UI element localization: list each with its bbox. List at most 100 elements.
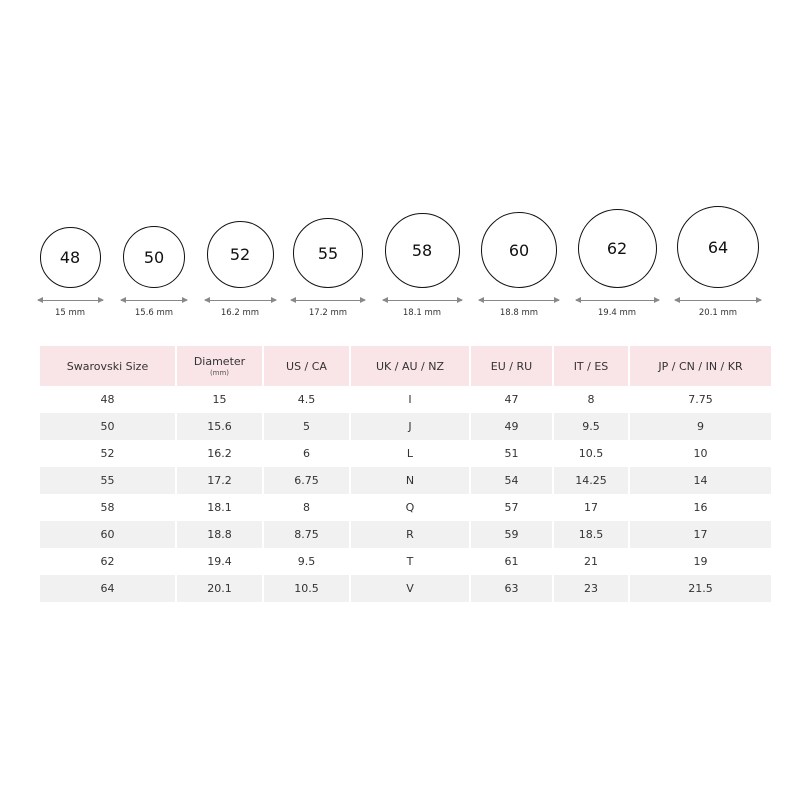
table-cell: 8 bbox=[303, 501, 310, 514]
ring-size-label: 64 bbox=[707, 237, 729, 257]
diameter-arrow-icon bbox=[120, 297, 188, 303]
table-row: 48 15 4.5 I 47 8 7.75 bbox=[40, 386, 771, 413]
table-row: 58 18.1 8 Q 57 17 16 bbox=[40, 494, 771, 521]
table-cell: 58 bbox=[100, 501, 115, 514]
ring-diameter-label: 18.1 mm bbox=[402, 308, 442, 318]
ring-size-label: 52 bbox=[229, 245, 251, 264]
column-header: Diameter (mm) bbox=[177, 346, 262, 386]
ring-circle: 52 bbox=[206, 221, 274, 288]
table-cell: Q bbox=[405, 501, 415, 514]
table-cell: 62 bbox=[100, 555, 115, 568]
ring-diameter-label: 20.1 mm bbox=[698, 308, 738, 318]
column-header-label: Diameter bbox=[193, 355, 246, 368]
diameter-arrow-icon bbox=[478, 297, 560, 303]
table-cell: T bbox=[406, 555, 414, 568]
table-cell: 59 bbox=[471, 521, 552, 548]
table-cell: 55 bbox=[40, 467, 175, 494]
table-row: 52 16.2 6 L 51 10.5 10 bbox=[40, 440, 771, 467]
table-cell: J bbox=[351, 413, 469, 440]
table-cell: 63 bbox=[471, 575, 552, 602]
ring-circle: 48 bbox=[39, 227, 101, 288]
table-cell: 9.5 bbox=[554, 413, 628, 440]
table-cell: 4.5 bbox=[297, 393, 316, 406]
table-row: 62 19.4 9.5 T 61 21 19 bbox=[40, 548, 771, 575]
table-cell: 6 bbox=[303, 447, 310, 460]
table-cell: 54 bbox=[471, 467, 552, 494]
table-cell: 14 bbox=[630, 467, 771, 494]
ring-size-label: 62 bbox=[606, 239, 628, 258]
table-cell: 8.75 bbox=[264, 521, 349, 548]
column-header-unit: (mm) bbox=[209, 369, 230, 377]
ring-diameter-label: 16.2 mm bbox=[220, 308, 260, 318]
ring-size-label: 48 bbox=[59, 248, 81, 267]
diameter-arrow-icon bbox=[674, 297, 762, 303]
table-cell: 17.2 bbox=[177, 467, 262, 494]
table-cell: 9 bbox=[630, 413, 771, 440]
column-header-label: JP / CN / IN / KR bbox=[658, 359, 743, 373]
diameter-arrow-icon bbox=[574, 297, 660, 303]
table-cell: 20.1 bbox=[177, 575, 262, 602]
table-cell: 18.8 bbox=[177, 521, 262, 548]
table-row: 64 20.1 10.5 V 63 23 21.5 bbox=[40, 575, 771, 602]
ring-circle: 60 bbox=[481, 212, 557, 288]
table-cell: 48 bbox=[100, 393, 115, 406]
table-cell: 5 bbox=[264, 413, 349, 440]
column-header-label: US / CA bbox=[286, 359, 327, 373]
table-cell: 15.6 bbox=[177, 413, 262, 440]
ring-circle: 64 bbox=[677, 206, 759, 288]
ring-size-label: 60 bbox=[508, 240, 530, 260]
diameter-arrow-icon bbox=[381, 297, 463, 303]
table-cell: 6.75 bbox=[264, 467, 349, 494]
ring-size-label: 50 bbox=[143, 247, 165, 267]
column-header: US / CA bbox=[264, 346, 349, 386]
table-row: 60 18.8 8.75 R 59 18.5 17 bbox=[40, 521, 771, 548]
column-header: UK / AU / NZ bbox=[351, 346, 469, 386]
ring-diameter-label: 15 mm bbox=[54, 308, 86, 318]
ring-circle: 50 bbox=[123, 226, 185, 288]
table-row: 50 15.6 5 J 49 9.5 9 bbox=[40, 413, 771, 440]
diameter-arrow-icon bbox=[36, 297, 104, 303]
table-row: 55 17.2 6.75 N 54 14.25 14 bbox=[40, 467, 771, 494]
table-cell: 18.1 bbox=[207, 501, 232, 514]
table-cell: 51 bbox=[504, 447, 519, 460]
column-header: EU / RU bbox=[471, 346, 552, 386]
ring-circle: 55 bbox=[293, 218, 363, 288]
table-cell: 9.5 bbox=[297, 555, 316, 568]
table-cell: 52 bbox=[100, 447, 115, 460]
table-cell: 14.25 bbox=[554, 467, 628, 494]
table-cell: 57 bbox=[504, 501, 519, 514]
table-cell: 17 bbox=[630, 521, 771, 548]
table-cell: N bbox=[351, 467, 469, 494]
table-cell: 60 bbox=[40, 521, 175, 548]
table-cell: 17 bbox=[584, 501, 598, 514]
column-header-label: Swarovski Size bbox=[66, 359, 149, 373]
ring-diameter-label: 18.8 mm bbox=[499, 308, 539, 318]
table-cell: 47 bbox=[504, 393, 519, 406]
column-header-label: IT / ES bbox=[573, 359, 609, 373]
table-cell: 16 bbox=[693, 501, 708, 514]
ring-diameter-label: 15.6 mm bbox=[134, 308, 174, 318]
table-cell: 8 bbox=[587, 393, 595, 406]
ring-size-label: 58 bbox=[411, 241, 433, 260]
ring-size-table: Swarovski Size Diameter (mm) US / CA UK / AU… bbox=[38, 346, 773, 602]
table-cell: R bbox=[351, 521, 469, 548]
column-header: JP / CN / IN / KR bbox=[630, 346, 771, 386]
table-header-row: Swarovski Size Diameter (mm) US / CA UK / AU… bbox=[40, 346, 771, 386]
table-cell: 16.2 bbox=[207, 447, 232, 460]
table-cell: V bbox=[351, 575, 469, 602]
diameter-arrow-icon bbox=[203, 297, 277, 303]
table-cell: 10.5 bbox=[578, 447, 604, 460]
table-cell: 21.5 bbox=[630, 575, 771, 602]
ring-circle: 58 bbox=[384, 213, 460, 288]
table-cell: I bbox=[408, 393, 412, 406]
table-cell: 61 bbox=[504, 555, 519, 568]
table-cell: 19 bbox=[693, 555, 708, 568]
table-cell: 7.75 bbox=[688, 393, 713, 406]
column-header-label: UK / AU / NZ bbox=[375, 359, 444, 373]
column-header: Swarovski Size bbox=[40, 346, 175, 386]
table-cell: 21 bbox=[584, 555, 598, 568]
table-cell: 10.5 bbox=[264, 575, 349, 602]
table-cell: 15 bbox=[212, 393, 227, 406]
diameter-arrow-icon bbox=[290, 297, 366, 303]
ring-size-label: 55 bbox=[317, 243, 339, 263]
